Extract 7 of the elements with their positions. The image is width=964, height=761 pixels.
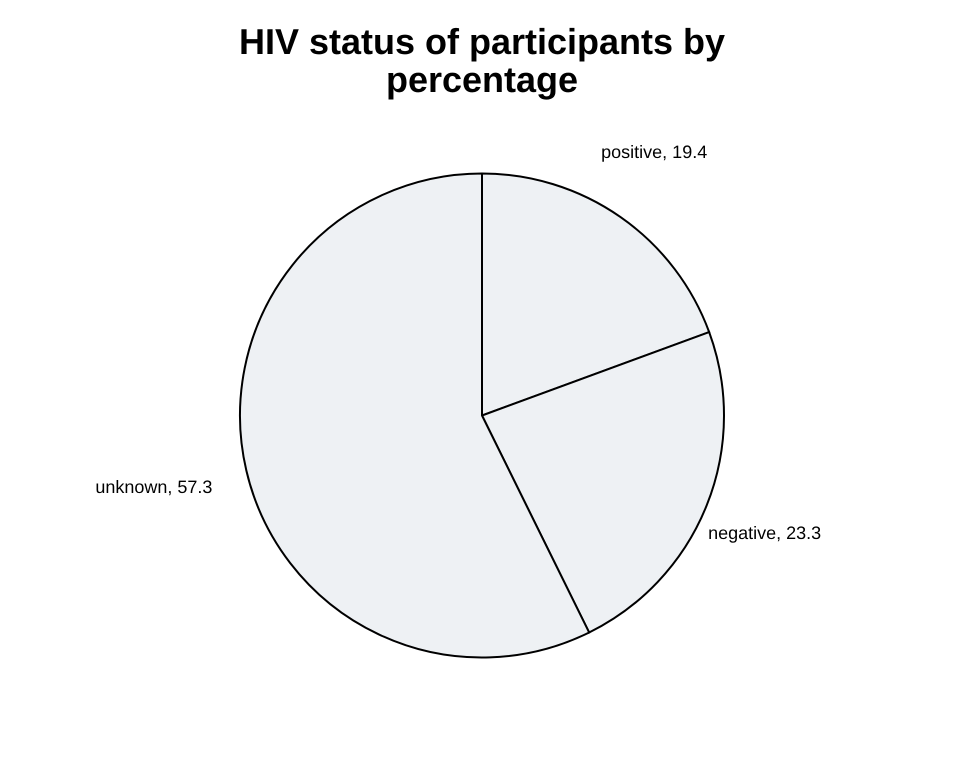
slice-label: unknown xyxy=(95,477,168,498)
data-label: , 19.4 xyxy=(662,142,708,162)
data-label: , 57.3 xyxy=(167,477,212,498)
data-label: , 23.3 xyxy=(776,523,822,544)
slice-label: positive xyxy=(601,142,662,162)
chart-title: HIV status of participants by percentage xyxy=(238,21,726,100)
slice-label: negative xyxy=(708,523,776,544)
